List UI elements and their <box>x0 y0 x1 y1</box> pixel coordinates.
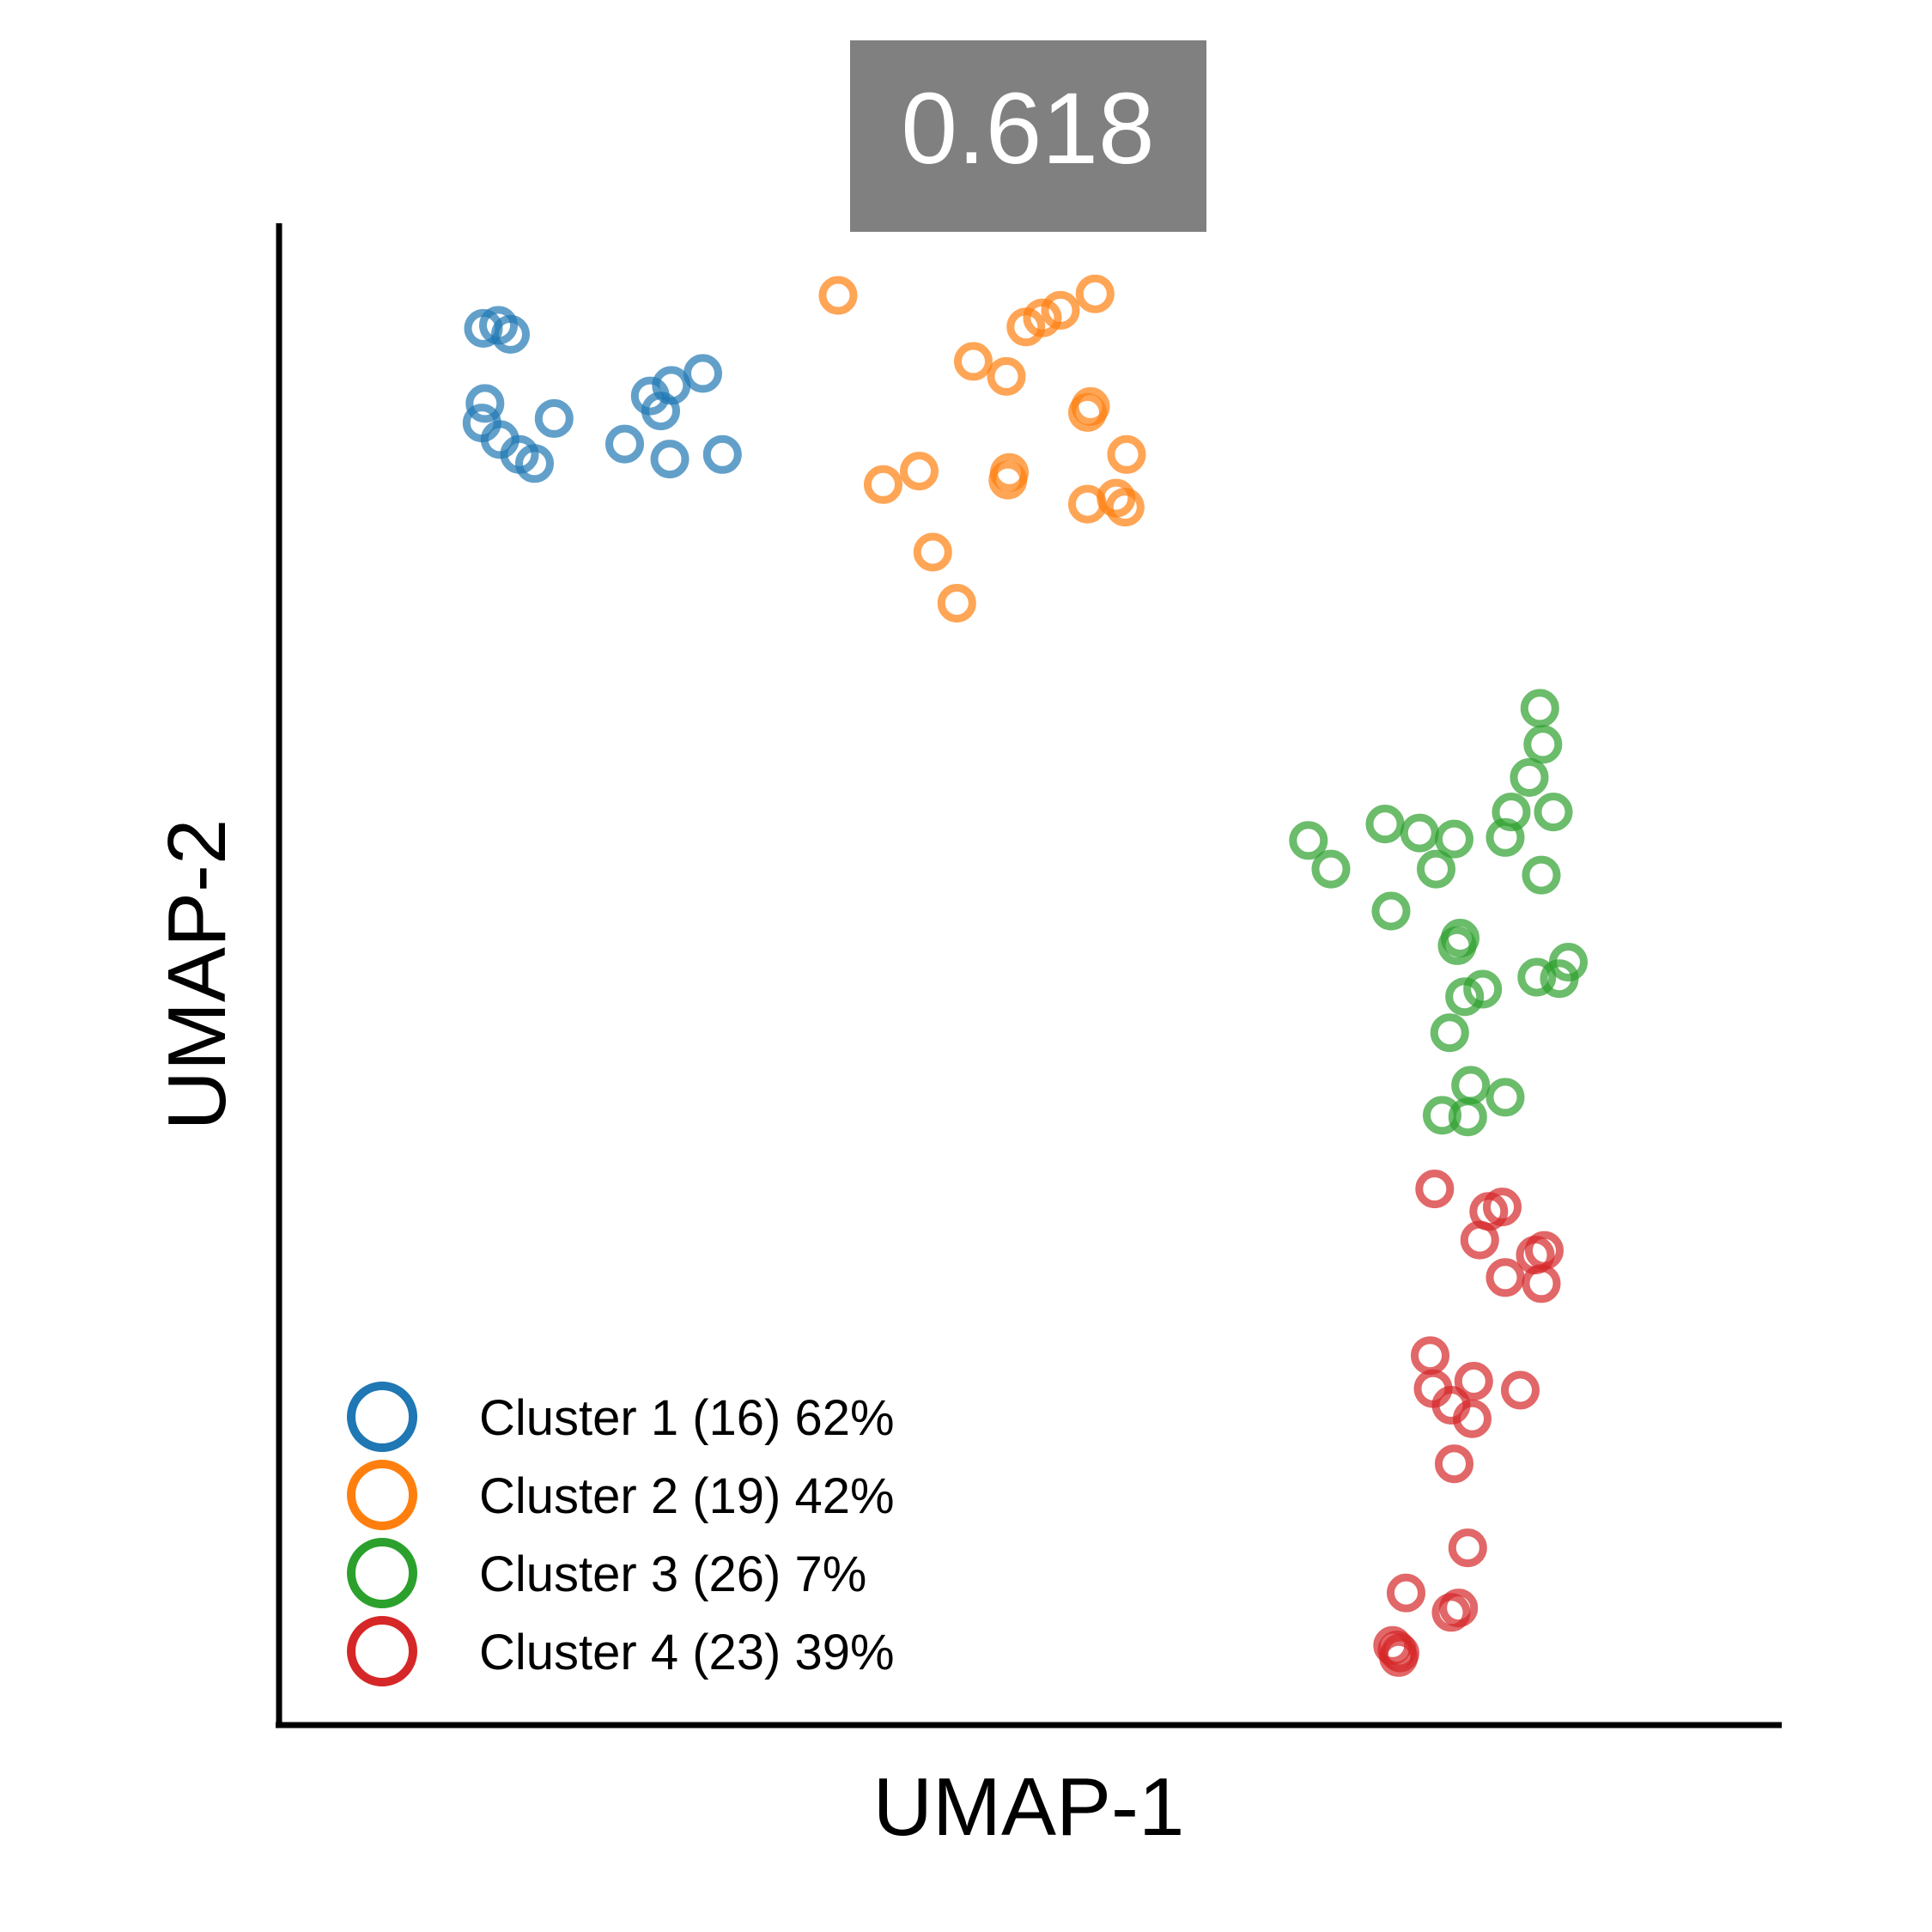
cluster-3-point <box>1448 1097 1487 1137</box>
legend: Cluster 1 (16) 62% Cluster 2 (19) 42% Clus… <box>347 1382 895 1686</box>
cluster-3-point <box>1365 805 1405 844</box>
cluster-3-point <box>1522 855 1561 895</box>
cluster-2-point <box>987 356 1026 396</box>
cluster-2-point <box>1041 290 1080 330</box>
cluster-2-point <box>1068 484 1107 524</box>
cluster-1-point <box>491 314 530 354</box>
cluster-2-point <box>954 342 993 381</box>
cluster-4-point <box>1435 1444 1473 1484</box>
cluster-3-point <box>1417 849 1455 889</box>
cluster-4-point <box>1448 1528 1487 1568</box>
cluster-1-point <box>641 392 680 431</box>
cluster-4-point <box>1460 1220 1499 1260</box>
legend-label-cluster-4: Cluster 4 (23) 39% <box>479 1625 895 1680</box>
cluster-2-point <box>1006 307 1046 347</box>
cluster-2-point <box>864 465 902 504</box>
cluster-3-point <box>1485 817 1525 857</box>
y-axis-label: UMAP-2 <box>151 819 243 1131</box>
cluster-3-point <box>1311 849 1351 889</box>
cluster-3-point <box>1371 891 1411 931</box>
cluster-2-point <box>900 452 939 491</box>
cluster-1-point <box>515 444 554 483</box>
cluster-1-point <box>534 398 574 438</box>
cluster-3-point <box>1445 977 1485 1017</box>
x-axis-label: UMAP-1 <box>873 1761 1185 1853</box>
legend-marker-cluster-3 <box>347 1538 417 1608</box>
legend-label-cluster-2: Cluster 2 (19) 42% <box>479 1468 895 1524</box>
cluster-3-point <box>1435 819 1473 859</box>
cluster-4-point <box>1454 1362 1493 1400</box>
data-points <box>462 274 1588 1677</box>
cluster-2-point <box>913 532 952 572</box>
cluster-4-point <box>1453 1399 1492 1438</box>
legend-marker-cluster-1 <box>347 1382 417 1452</box>
cluster-2-point <box>1075 274 1115 313</box>
cluster-3-point <box>1463 969 1503 1009</box>
cluster-4-point <box>1501 1370 1540 1410</box>
cluster-4-point <box>1522 1264 1561 1303</box>
cluster-3-point <box>1540 959 1579 999</box>
cluster-3-point <box>1400 813 1439 853</box>
cluster-1-point <box>650 440 690 479</box>
cluster-2-point <box>1107 434 1146 474</box>
cluster-2-point <box>937 584 976 623</box>
cluster-2-point <box>988 460 1028 500</box>
cluster-3-point <box>1510 757 1549 797</box>
legend-marker-cluster-2 <box>347 1460 417 1530</box>
legend-label-cluster-1: Cluster 1 (16) 62% <box>479 1390 895 1446</box>
cluster-3-point <box>1534 793 1573 832</box>
score-value: 0.618 <box>901 72 1154 185</box>
score-badge <box>850 40 1206 232</box>
cluster-3-point <box>1437 926 1477 965</box>
cluster-4-point <box>1415 1170 1455 1209</box>
cluster-3-point <box>1517 957 1557 997</box>
cluster-3-point <box>1451 1066 1491 1105</box>
cluster-3-point <box>1485 1078 1525 1117</box>
cluster-4-point <box>1379 1637 1419 1677</box>
legend-marker-cluster-4 <box>347 1616 417 1686</box>
cluster-1-point <box>702 434 742 474</box>
cluster-2-point <box>818 276 858 315</box>
cluster-2-point <box>1068 392 1107 432</box>
cluster-2-point <box>1105 488 1145 527</box>
cluster-1-point <box>465 384 505 423</box>
cluster-3-point <box>1520 689 1559 728</box>
cluster-4-point <box>1411 1336 1449 1376</box>
cluster-3-point <box>1430 1013 1469 1053</box>
cluster-3-point <box>1423 1096 1461 1135</box>
cluster-4-point <box>1431 1593 1471 1632</box>
cluster-3-point <box>1289 821 1328 860</box>
legend-label-cluster-3: Cluster 3 (26) 7% <box>479 1546 866 1602</box>
cluster-3-point <box>1523 725 1563 764</box>
cluster-1-point <box>683 354 722 393</box>
cluster-4-point <box>1485 1258 1525 1297</box>
cluster-1-point <box>605 424 644 464</box>
cluster-4-point <box>1387 1573 1425 1613</box>
